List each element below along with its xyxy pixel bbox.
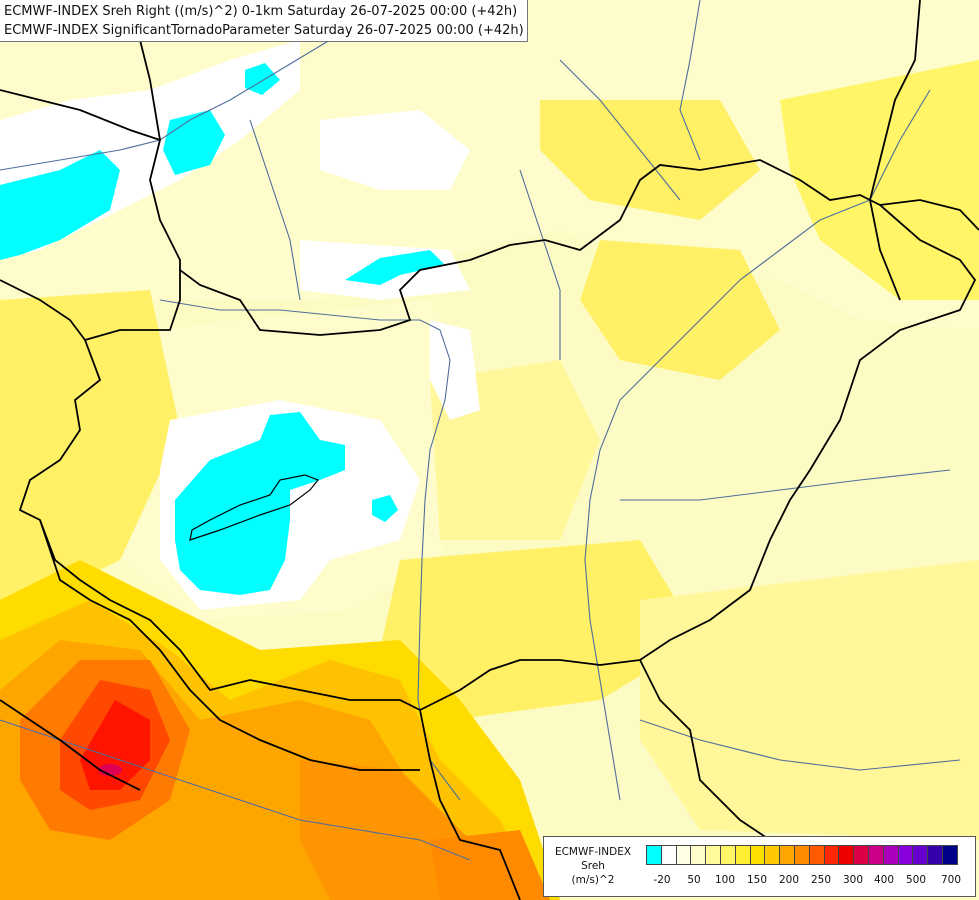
field-yellow-se [640, 560, 979, 840]
field-yellow-ne [540, 100, 760, 220]
river-misc-2 [869, 89, 931, 201]
legend-tick-label: 100 [714, 874, 736, 886]
border-austria-slovenia [39, 519, 420, 771]
river-drava [0, 719, 471, 861]
legend-swatch [705, 845, 721, 865]
legend-tick-label: 250 [810, 874, 832, 886]
legend-swatch [675, 845, 692, 865]
legend-variable: Sreh [581, 860, 605, 872]
legend-tick-label: 700 [940, 874, 962, 886]
legend-swatches [646, 845, 958, 865]
field-cyan-north [163, 110, 225, 175]
header-line-2: ECMWF-INDEX SignificantTornadoParameter … [4, 23, 524, 38]
legend-swatch [734, 845, 751, 865]
legend-swatch [764, 845, 781, 865]
header-line-1: ECMWF-INDEX Sreh Right ((m/s)^2) 0-1km S… [4, 4, 518, 19]
legend-swatch [749, 845, 766, 865]
legend-swatch [660, 845, 677, 865]
rivers [0, 0, 961, 861]
legend-swatch [690, 845, 707, 865]
legend-swatch [912, 845, 929, 865]
map-header: ECMWF-INDEX Sreh Right ((m/s)^2) 0-1km S… [0, 0, 528, 42]
legend-model: ECMWF-INDEX [554, 846, 632, 858]
field-yellow-south [380, 540, 700, 720]
field-cyan-balaton [175, 412, 345, 595]
river-misc-6 [249, 119, 301, 301]
legend-swatch [867, 845, 884, 865]
river-misc-3 [559, 59, 681, 201]
legend-tick-label: 500 [905, 874, 927, 886]
river-tisza [584, 199, 871, 801]
river-misc-7 [519, 169, 561, 360]
legend-tick-label: 400 [873, 874, 895, 886]
border-ukraine [869, 0, 921, 301]
legend-tick-label: 50 [687, 874, 701, 886]
legend-swatch [927, 845, 943, 865]
legend-swatch [838, 845, 855, 865]
legend-tick-label: -20 [653, 874, 671, 886]
legend-caption: ECMWF-INDEX Sreh (m/s)^2 [544, 845, 642, 887]
field-cyan-nw [0, 150, 120, 260]
field-cyan-danube [345, 250, 445, 285]
legend-swatch [897, 845, 914, 865]
field-orange-south2 [430, 830, 550, 900]
legend-unit: (m/s)^2 [571, 874, 615, 886]
legend-ticks: -20 50 100 150 200 250 300 400 500 700 [646, 874, 971, 890]
border-austria-north [0, 279, 86, 341]
legend-swatch [853, 845, 869, 865]
border-serbia [639, 659, 771, 841]
field-cyan-tiny [245, 63, 280, 95]
legend-swatch [823, 845, 840, 865]
border-croatia [419, 709, 521, 900]
river-misc-4 [620, 469, 951, 501]
color-legend: ECMWF-INDEX Sreh (m/s)^2 -20 50 100 150 200 2… [543, 836, 976, 897]
field-white-danube [430, 320, 480, 420]
legend-tick-label: 200 [778, 874, 800, 886]
legend-swatch [719, 845, 736, 865]
legend-swatch [882, 845, 899, 865]
river-misc-1 [679, 0, 701, 161]
border-sw-lower [0, 699, 141, 791]
legend-swatch [779, 845, 795, 865]
field-yellow-east [580, 240, 780, 380]
legend-swatch [646, 845, 662, 865]
legend-tick-label: 300 [842, 874, 864, 886]
field-white-north [320, 110, 470, 190]
legend-swatch [808, 845, 825, 865]
river-misc-5 [639, 719, 961, 771]
field-cyan-small [372, 495, 398, 522]
lake-balaton [189, 474, 319, 541]
river-danube [0, 9, 461, 801]
legend-swatch [941, 845, 958, 865]
legend-swatch [793, 845, 810, 865]
border-hungary [18, 159, 977, 712]
border-romania-west [879, 199, 979, 231]
legend-tick-label: 150 [746, 874, 768, 886]
